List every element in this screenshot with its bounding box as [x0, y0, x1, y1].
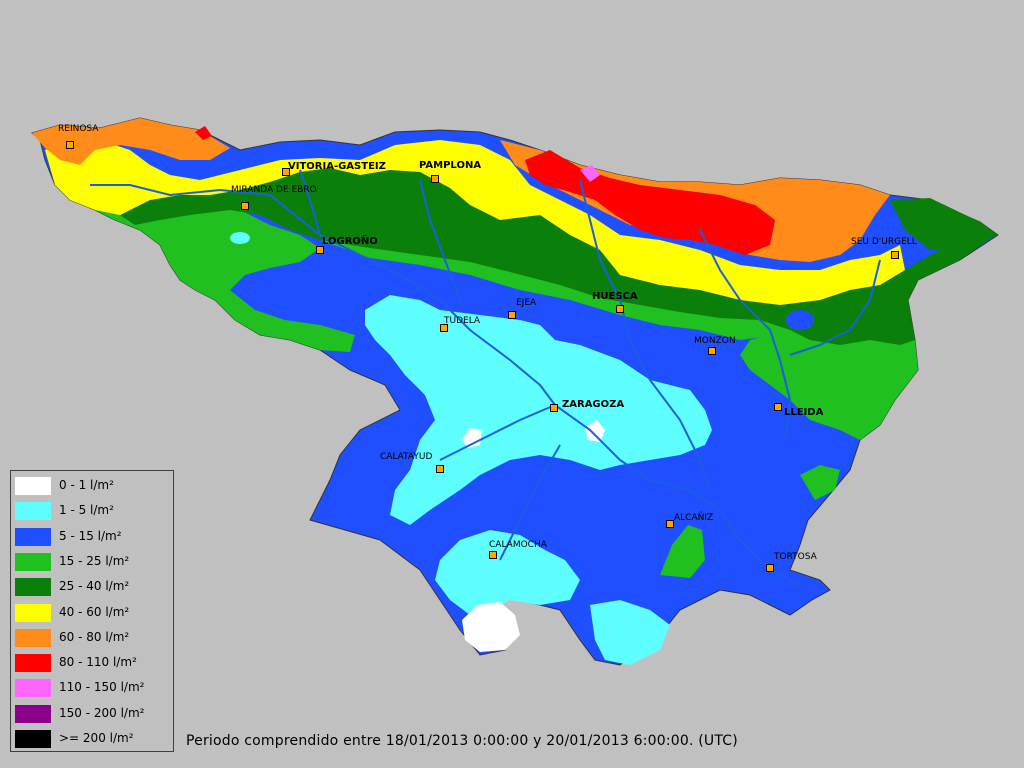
legend-item: 0 - 1 l/m²: [15, 475, 171, 495]
city-label: LOGROÑO: [322, 234, 378, 247]
zone-40-60: [45, 140, 905, 305]
zone-0-1-small-b: [585, 420, 605, 442]
city-label: MIRANDA DE EBRO: [231, 185, 317, 195]
legend-label: 25 - 40 l/m²: [59, 579, 130, 594]
city-label: ZARAGOZA: [562, 399, 624, 410]
city-marker: [550, 404, 558, 412]
legend-label: >= 200 l/m²: [59, 731, 134, 745]
zone-25-40: [120, 168, 995, 345]
legend-swatch: [15, 527, 51, 546]
zone-1-5-south2: [590, 600, 670, 665]
city-label: TORTOSA: [773, 552, 818, 562]
zone-1-5-south: [435, 530, 580, 615]
city-marker: [708, 347, 716, 355]
legend-label: 40 - 60 l/m²: [59, 604, 130, 619]
legend-swatch: [15, 654, 51, 673]
zone-15-25-east2: [800, 465, 840, 500]
city-marker: [489, 551, 497, 559]
city-label: TUDELA: [443, 316, 481, 326]
legend-label: 80 - 110 l/m²: [59, 655, 137, 670]
legend-swatch: [15, 730, 51, 748]
legend-swatch: [15, 603, 51, 622]
zone-0-1-south: [462, 602, 520, 652]
legend-label: 150 - 200 l/m²: [59, 705, 145, 720]
legend-item: 1 - 5 l/m²: [15, 500, 171, 521]
city-label: VITORIA-GASTEIZ: [288, 161, 386, 172]
legend-item: 150 - 200 l/m²: [15, 703, 171, 723]
lake-east: [786, 310, 814, 330]
legend-label: 1 - 5 l/m²: [59, 503, 114, 518]
rivers: [90, 169, 881, 586]
city-marker: [316, 246, 324, 254]
city-marker: [766, 564, 774, 572]
legend-item: 110 - 150 l/m²: [15, 677, 171, 698]
city-label: CALAMOCHA: [489, 540, 548, 550]
city-marker: [66, 141, 74, 149]
lake-west: [230, 232, 250, 244]
city-label: ALCAÑIZ: [674, 512, 713, 523]
city-marker: [666, 520, 674, 528]
legend-label: 110 - 150 l/m²: [59, 680, 145, 695]
zone-1-5-central: [365, 295, 712, 525]
zone-15-25-west: [70, 200, 355, 352]
legend-swatch: [15, 628, 51, 647]
legend-item: >= 200 l/m²: [15, 728, 171, 748]
zone-25-40-ne: [890, 198, 998, 250]
city-label: PAMPLONA: [419, 160, 481, 171]
legend-swatch: [15, 477, 51, 495]
city-marker: [616, 305, 624, 313]
city-label: REINOSA: [58, 124, 99, 134]
city-marker: [436, 465, 444, 473]
city-label: LLEIDA: [784, 407, 824, 418]
period-caption: Periodo comprendido entre 18/01/2013 0:0…: [186, 733, 738, 749]
zone-15-25-east: [740, 325, 918, 440]
city-label: SEU D'URGELL: [851, 237, 917, 247]
legend-item: 60 - 80 l/m²: [15, 627, 171, 647]
city-label: HUESCA: [592, 291, 638, 302]
legend-label: 0 - 1 l/m²: [59, 478, 114, 492]
city-marker: [891, 251, 899, 259]
legend-label: 15 - 25 l/m²: [59, 553, 130, 568]
legend-item: 40 - 60 l/m²: [15, 602, 171, 622]
city-layer: REINOSA VITORIA-GASTEIZ PAMPLONA MIRANDA DE…: [58, 124, 917, 572]
legend-item: 15 - 25 l/m²: [15, 551, 171, 571]
city-marker: [282, 168, 290, 176]
legend-swatch: [15, 578, 51, 597]
legend-swatch: [15, 679, 51, 698]
legend-swatch: [15, 552, 51, 571]
legend-item: 5 - 15 l/m²: [15, 526, 171, 546]
legend-item: 80 - 110 l/m²: [15, 652, 171, 673]
legend-label: 60 - 80 l/m²: [59, 629, 130, 644]
city-marker: [508, 311, 516, 319]
city-label: MONZON: [694, 336, 736, 346]
legend-swatch: [15, 502, 51, 521]
city-marker: [241, 202, 249, 210]
zone-0-1-small-a: [462, 428, 482, 448]
zone-110-150: [580, 165, 600, 182]
city-label: EJEA: [516, 298, 537, 308]
zone-15-25-alcaniz: [660, 525, 705, 578]
legend: 0 - 1 l/m² 1 - 5 l/m² 5 - 15 l/m² 15 - 25 l…: [10, 470, 174, 752]
city-marker: [440, 324, 448, 332]
legend-label: 5 - 15 l/m²: [59, 528, 122, 543]
legend-swatch: [15, 704, 51, 723]
city-marker: [774, 403, 782, 411]
legend-item: 25 - 40 l/m²: [15, 576, 171, 597]
city-marker: [431, 175, 439, 183]
zone-80-110-small: [195, 126, 212, 140]
city-label: CALATAYUD: [380, 452, 432, 462]
zone-60-80-west: [32, 118, 230, 165]
